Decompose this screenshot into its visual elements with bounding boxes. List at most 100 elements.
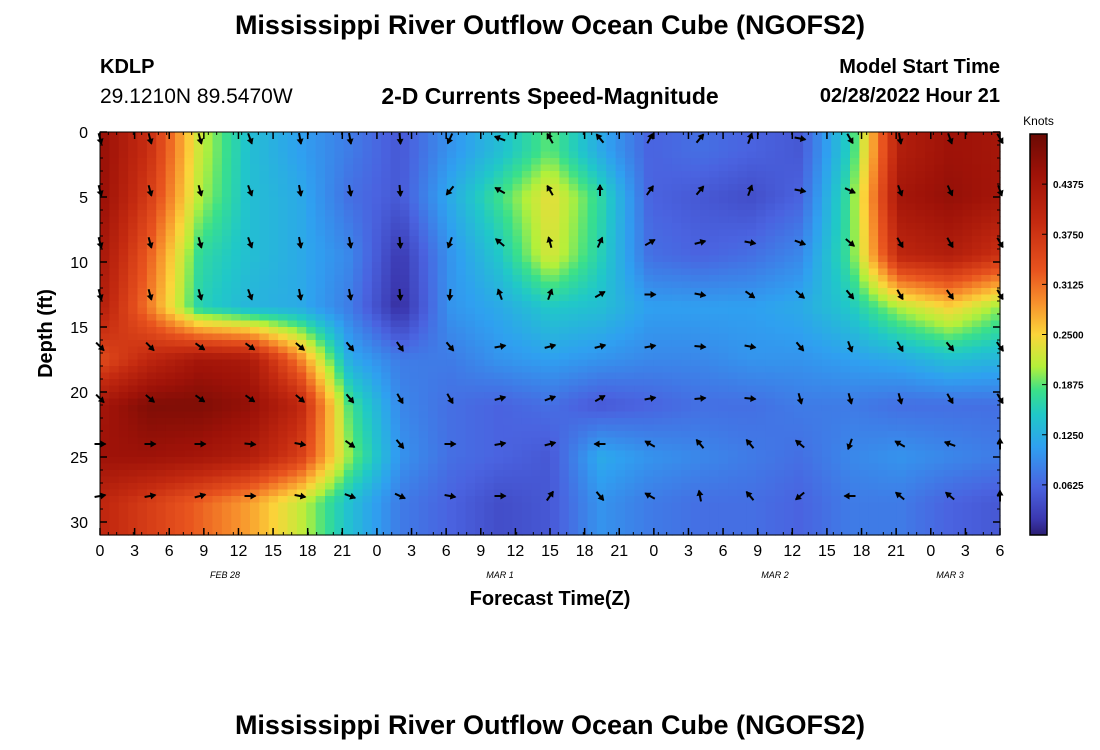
heatmap-cell [850, 333, 860, 341]
heatmap-cell [221, 190, 232, 198]
heatmap-cell [475, 249, 485, 257]
heatmap-cell [475, 314, 485, 322]
heatmap-cell [353, 171, 364, 179]
heatmap-cell [756, 437, 767, 445]
heatmap-cell [503, 431, 514, 439]
heatmap-cell [325, 398, 335, 406]
heatmap-cell [315, 158, 326, 166]
heatmap-cell [390, 275, 401, 283]
heatmap-cell [765, 197, 776, 205]
heatmap-cell [315, 184, 326, 192]
heatmap-cell [587, 158, 598, 166]
heatmap-cell [437, 359, 448, 367]
heatmap-cell [184, 294, 195, 302]
heatmap-cell [353, 444, 364, 452]
heatmap-cell [381, 450, 392, 458]
heatmap-cell [653, 340, 664, 348]
heatmap-cell [896, 418, 907, 426]
heatmap-cell [784, 203, 795, 211]
heatmap-cell [521, 437, 532, 445]
heatmap-cell [306, 145, 317, 153]
heatmap-cell [690, 190, 701, 198]
heatmap-cell [728, 366, 739, 374]
heatmap-cell [596, 171, 607, 179]
heatmap-cell [700, 411, 710, 419]
heatmap-cell [259, 288, 270, 296]
heatmap-cell [128, 294, 139, 302]
heatmap-cell [418, 392, 429, 400]
heatmap-cell [971, 132, 982, 140]
heatmap-cell [362, 190, 373, 198]
heatmap-cell [559, 242, 570, 250]
heatmap-cell [118, 138, 129, 146]
heatmap-cell [100, 151, 110, 159]
heatmap-cell [240, 275, 251, 283]
heatmap-cell [446, 327, 457, 335]
heatmap-cell [268, 463, 279, 471]
heatmap-cell [906, 190, 917, 198]
heatmap-cell [793, 249, 804, 257]
heatmap-cell [146, 431, 157, 439]
heatmap-cell [765, 450, 776, 458]
heatmap-cell [746, 366, 757, 374]
heatmap-cell [137, 372, 148, 380]
heatmap-cell [531, 249, 542, 257]
heatmap-cell [887, 223, 898, 231]
heatmap-cell [784, 340, 795, 348]
heatmap-cell [175, 262, 185, 270]
heatmap-cell [371, 216, 382, 224]
heatmap-cell [971, 340, 982, 348]
heatmap-cell [268, 145, 279, 153]
heatmap-cell [493, 229, 504, 237]
heatmap-cell [381, 457, 392, 465]
heatmap-cell [765, 177, 776, 185]
heatmap-cell [634, 340, 645, 348]
heatmap-cell [896, 307, 907, 315]
heatmap-cell [812, 353, 823, 361]
heatmap-cell [381, 164, 392, 172]
heatmap-cell [521, 333, 532, 341]
heatmap-cell [878, 151, 889, 159]
heatmap-cell [240, 411, 251, 419]
heatmap-cell [193, 392, 204, 400]
heatmap-cell [728, 307, 739, 315]
heatmap-cell [362, 151, 373, 159]
heatmap-cell [821, 210, 832, 218]
heatmap-cell [934, 158, 945, 166]
heatmap-cell [737, 158, 748, 166]
heatmap-cell [531, 366, 542, 374]
heatmap-cell [943, 411, 954, 419]
heatmap-cell [690, 229, 701, 237]
heatmap-cell [184, 210, 195, 218]
heatmap-cell [362, 223, 373, 231]
heatmap-cell [840, 229, 851, 237]
heatmap-cell [343, 444, 354, 452]
heatmap-cell [775, 411, 785, 419]
heatmap-cell [475, 359, 485, 367]
heatmap-cell [896, 223, 907, 231]
heatmap-cell [428, 216, 439, 224]
heatmap-cell [465, 255, 476, 263]
heatmap-cell [578, 268, 589, 276]
heatmap-cell [700, 249, 710, 257]
heatmap-cell [475, 307, 485, 315]
heatmap-cell [812, 197, 823, 205]
heatmap-cell [868, 431, 879, 439]
heatmap-cell [990, 190, 1001, 198]
heatmap-cell [334, 444, 345, 452]
heatmap-cell [821, 346, 832, 354]
heatmap-cell [212, 190, 223, 198]
heatmap-cell [887, 132, 898, 140]
heatmap-cell [878, 190, 889, 198]
heatmap-cell [118, 301, 129, 309]
heatmap-cell [521, 197, 532, 205]
heatmap-cell [596, 463, 607, 471]
heatmap-cell [568, 437, 579, 445]
heatmap-cell [128, 463, 139, 471]
heatmap-cell [625, 392, 635, 400]
heatmap-cell [803, 340, 814, 348]
heatmap-cell [109, 392, 120, 400]
heatmap-cell [362, 450, 373, 458]
heatmap-cell [409, 216, 420, 224]
heatmap-cell [953, 444, 964, 452]
